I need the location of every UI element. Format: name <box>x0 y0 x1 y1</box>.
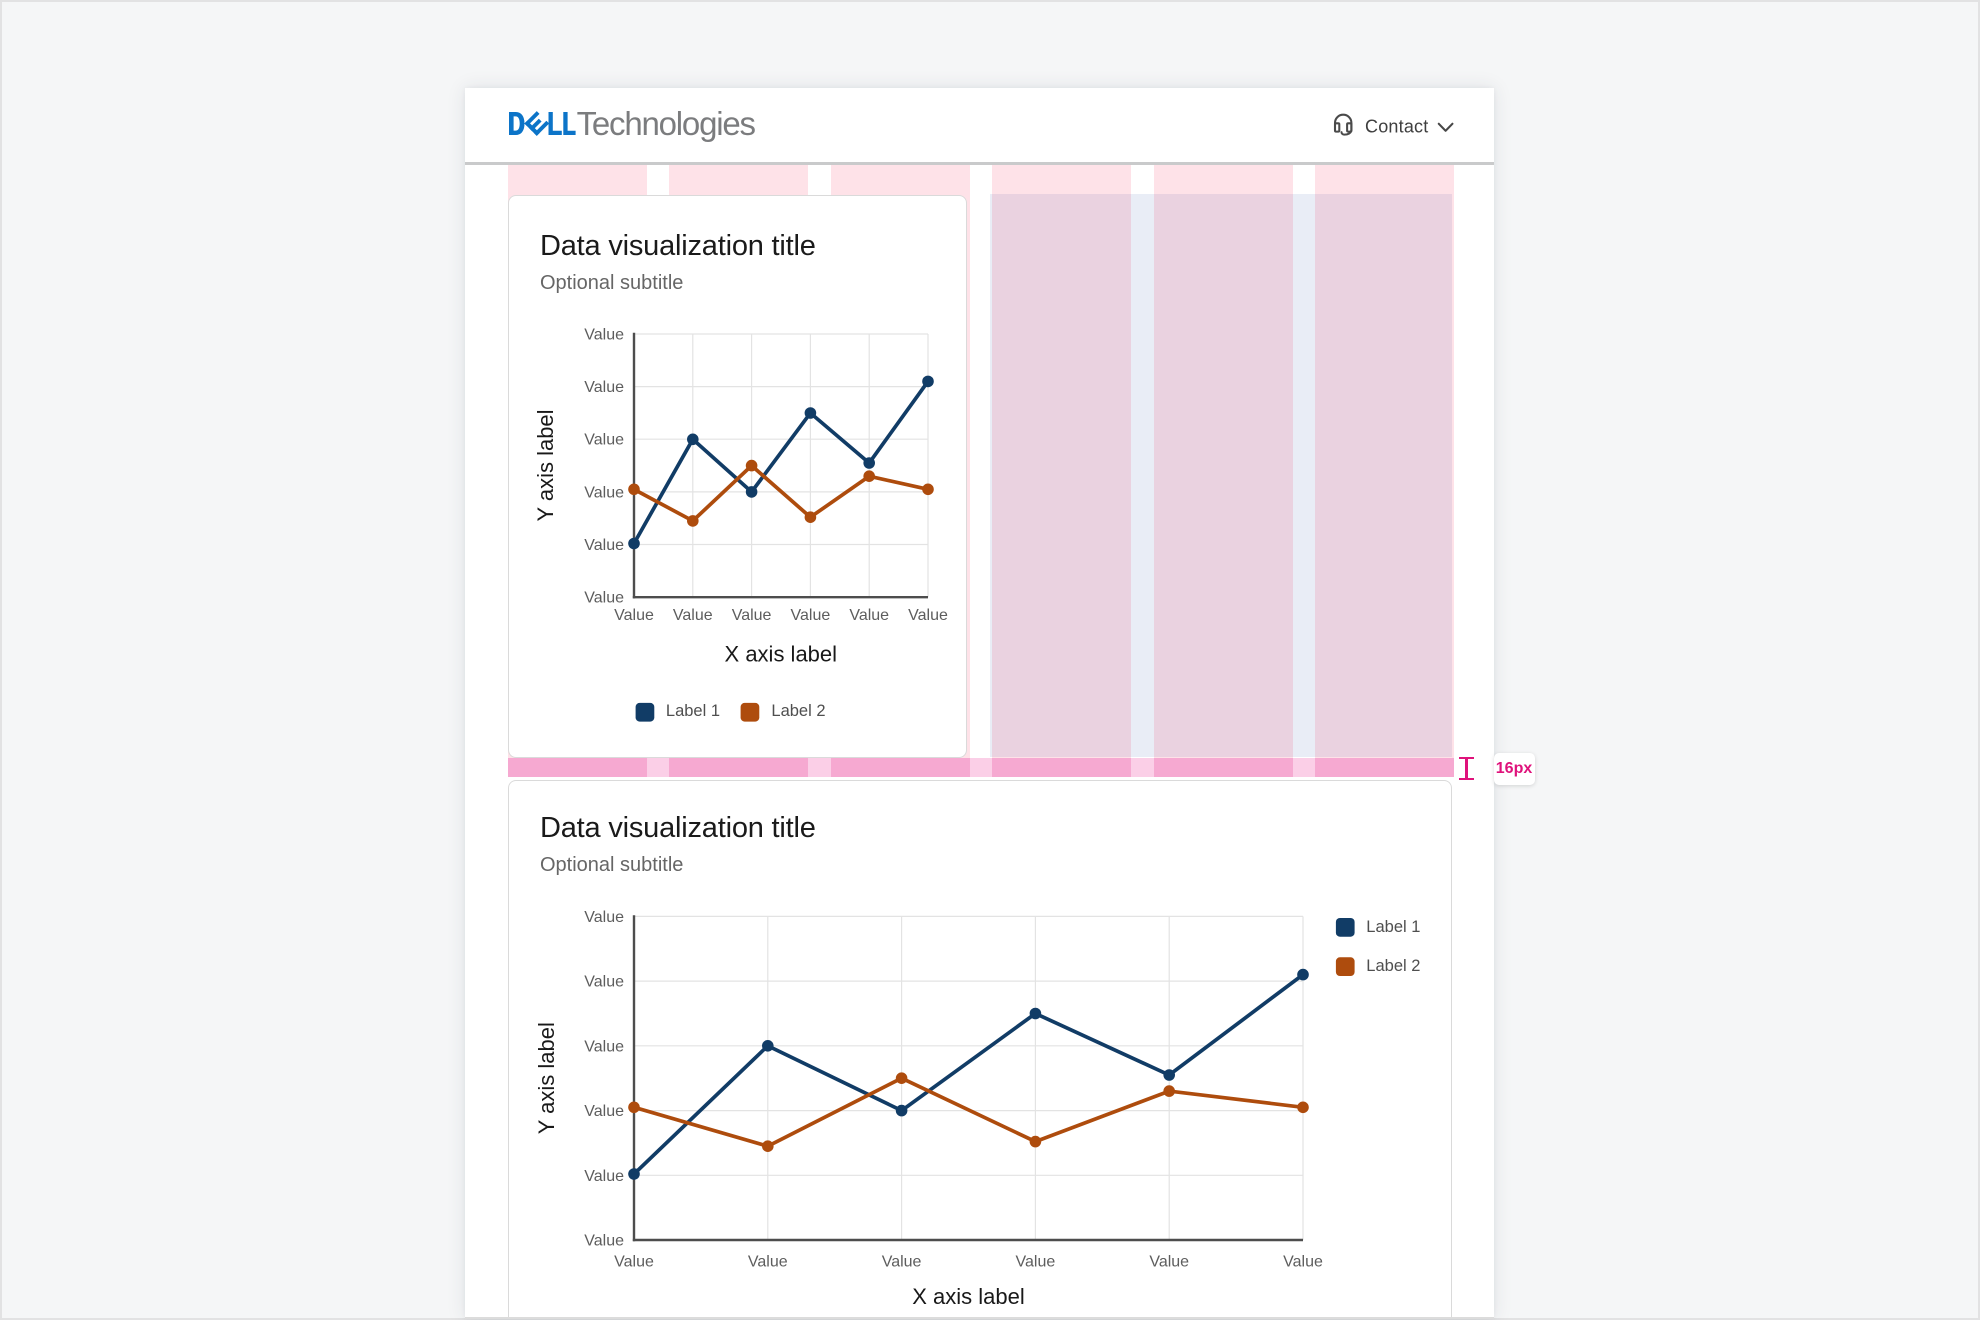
svg-text:Value: Value <box>584 537 624 554</box>
svg-text:Value: Value <box>584 327 624 344</box>
svg-text:Label 1: Label 1 <box>1366 918 1420 936</box>
svg-text:Value: Value <box>673 607 713 624</box>
svg-text:Value: Value <box>584 379 624 396</box>
svg-text:Value: Value <box>908 607 948 624</box>
svg-text:Value: Value <box>849 607 889 624</box>
svg-text:Label 2: Label 2 <box>1366 957 1420 975</box>
svg-text:Technologies: Technologies <box>576 110 755 142</box>
svg-text:Value: Value <box>584 590 624 607</box>
svg-text:Value: Value <box>584 432 624 449</box>
svg-text:Label 1: Label 1 <box>666 702 720 720</box>
svg-text:Value: Value <box>584 1103 624 1120</box>
svg-text:Value: Value <box>614 1253 654 1270</box>
svg-text:Contact: Contact <box>1365 117 1428 137</box>
svg-text:Label 2: Label 2 <box>771 702 825 720</box>
svg-text:Value: Value <box>584 1038 624 1055</box>
svg-text:Value: Value <box>1149 1253 1189 1270</box>
svg-text:Value: Value <box>584 484 624 501</box>
svg-text:X axis label: X axis label <box>725 642 838 667</box>
svg-text:Value: Value <box>882 1253 922 1270</box>
svg-text:Value: Value <box>1016 1253 1056 1270</box>
svg-text:Value: Value <box>732 607 772 624</box>
svg-text:Value: Value <box>584 909 624 926</box>
svg-text:X axis label: X axis label <box>912 1284 1025 1309</box>
svg-text:Value: Value <box>791 607 831 624</box>
svg-text:Value: Value <box>584 1233 624 1250</box>
svg-text:Value: Value <box>614 607 654 624</box>
svg-text:Value: Value <box>1283 1253 1323 1270</box>
svg-text:Optional subtitle: Optional subtitle <box>540 272 683 294</box>
svg-text:Value: Value <box>584 1168 624 1185</box>
svg-text:Y axis label: Y axis label <box>533 409 558 521</box>
svg-text:Y axis label: Y axis label <box>534 1022 559 1134</box>
svg-text:Data visualization title: Data visualization title <box>540 230 816 262</box>
svg-text:Value: Value <box>584 974 624 991</box>
svg-text:Optional subtitle: Optional subtitle <box>540 854 683 876</box>
svg-text:Data visualization title: Data visualization title <box>540 812 816 844</box>
svg-text:Value: Value <box>748 1253 788 1270</box>
